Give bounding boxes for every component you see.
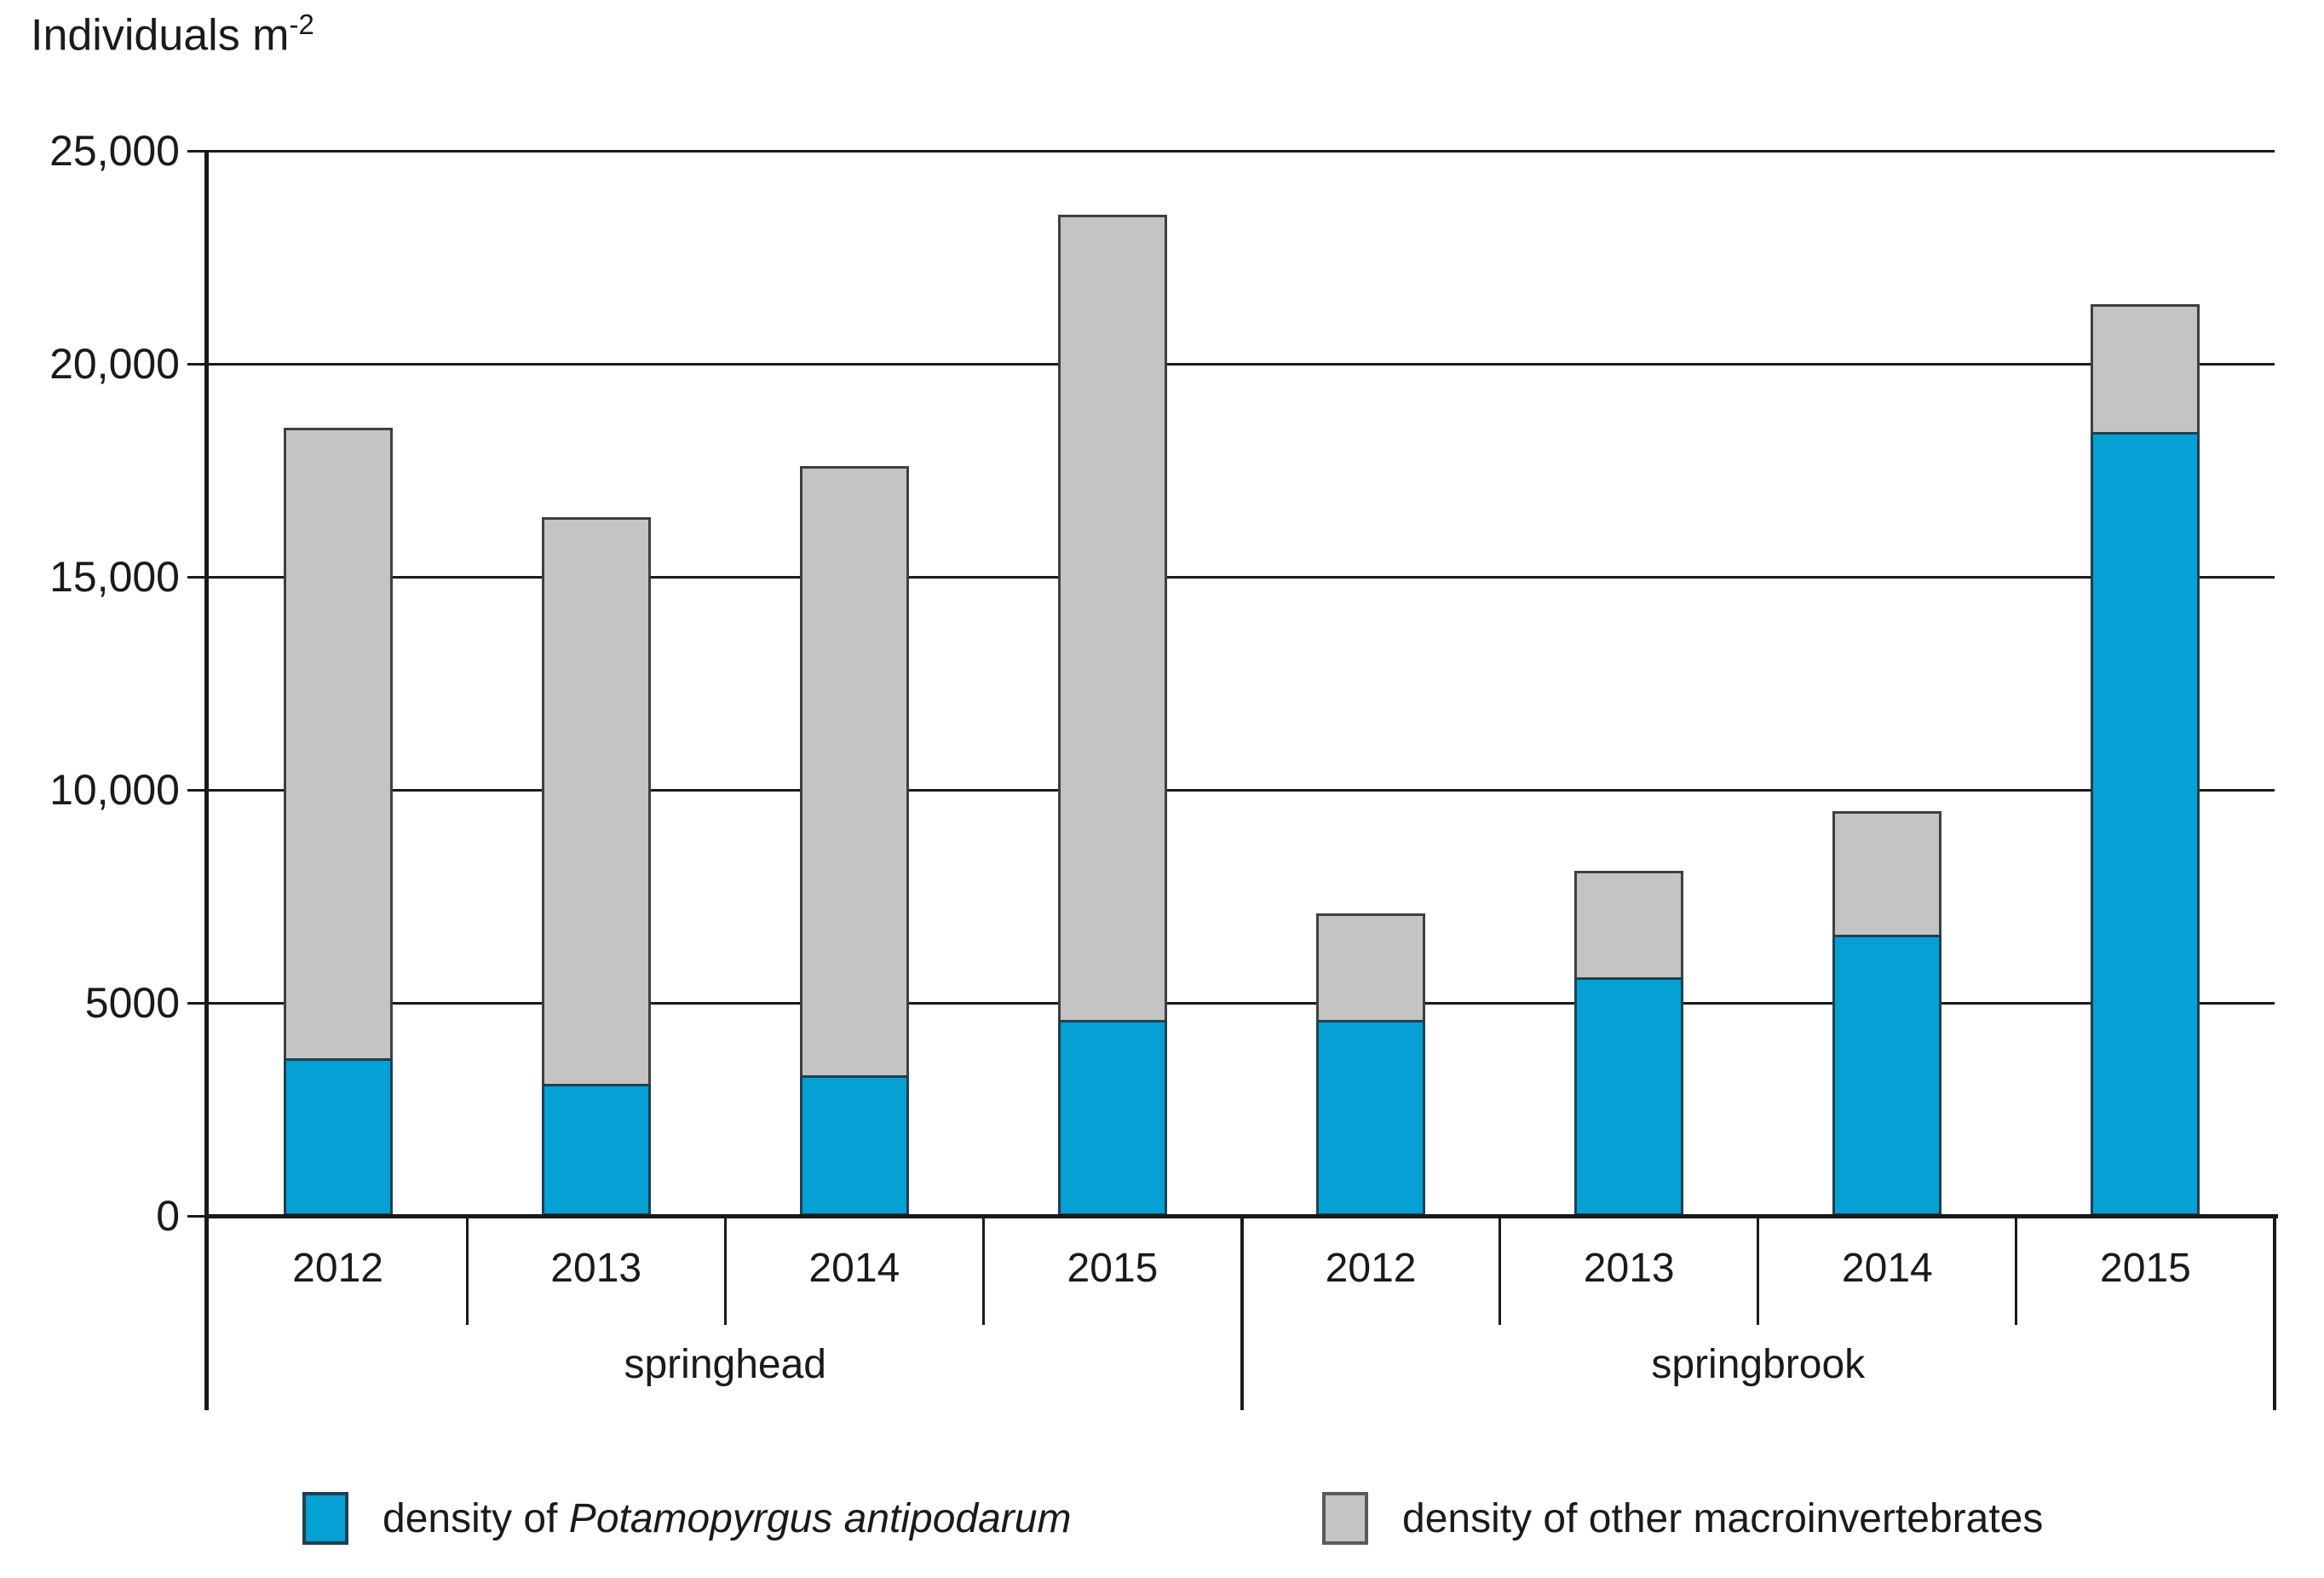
bar-segment-potamopyrgus-springhead-2015 bbox=[1057, 1020, 1167, 1216]
bar-segment-other-springbrook-2012 bbox=[1316, 913, 1426, 1020]
y-tick-label: 0 bbox=[156, 1192, 180, 1240]
group-boundary-right bbox=[2273, 1216, 2276, 1410]
x-tick-label-springhead-2013: 2013 bbox=[550, 1246, 642, 1291]
bar-segment-potamopyrgus-springhead-2013 bbox=[541, 1084, 651, 1216]
y-tick-label: 15,000 bbox=[49, 553, 180, 601]
y-axis-tick-10000 bbox=[187, 788, 209, 792]
year-tick-separator bbox=[465, 1216, 469, 1325]
y-tick-label: 5000 bbox=[84, 979, 180, 1027]
y-axis-tick-5000 bbox=[187, 1001, 209, 1005]
y-axis-title-text: Individuals m bbox=[31, 10, 290, 60]
legend-label-species: Potamopyrgus antipodarum bbox=[568, 1495, 1072, 1541]
gridline-10000 bbox=[209, 788, 2275, 792]
x-tick-label-springbrook-2015: 2015 bbox=[2100, 1246, 2191, 1291]
gridline-5000 bbox=[209, 1001, 2275, 1005]
bar-segment-other-springhead-2012 bbox=[283, 428, 393, 1058]
group-label-springhead: springhead bbox=[624, 1342, 826, 1387]
legend-label-potamopyrgus: density of Potamopyrgus antipodarum bbox=[383, 1495, 1071, 1542]
bar-segment-other-springbrook-2014 bbox=[1832, 811, 1942, 935]
year-tick-separator bbox=[2015, 1216, 2018, 1325]
y-axis-tick-20000 bbox=[187, 362, 209, 366]
y-tick-label: 10,000 bbox=[49, 766, 180, 814]
bar-segment-potamopyrgus-springbrook-2015 bbox=[2091, 432, 2200, 1216]
gridline-20000 bbox=[209, 362, 2275, 366]
y-axis-tick-25000 bbox=[187, 149, 209, 153]
x-tick-label-springhead-2015: 2015 bbox=[1067, 1246, 1159, 1291]
year-tick-separator bbox=[981, 1216, 985, 1325]
bar-segment-potamopyrgus-springhead-2012 bbox=[283, 1058, 393, 1216]
y-axis-title-exponent: -2 bbox=[289, 9, 314, 40]
bar-segment-other-springhead-2014 bbox=[799, 466, 909, 1075]
year-tick-separator bbox=[1499, 1216, 1502, 1325]
y-axis-tick-15000 bbox=[187, 575, 209, 579]
x-tick-label-springbrook-2014: 2014 bbox=[1841, 1246, 1933, 1291]
bar-segment-other-springbrook-2015 bbox=[2091, 304, 2200, 432]
group-label-springbrook: springbrook bbox=[1651, 1342, 1866, 1387]
year-tick-separator bbox=[1757, 1216, 1760, 1325]
y-tick-label: 25,000 bbox=[49, 127, 180, 175]
y-axis-line bbox=[204, 150, 209, 1410]
gridline-25000 bbox=[209, 149, 2275, 153]
bar-segment-potamopyrgus-springbrook-2014 bbox=[1832, 935, 1942, 1216]
x-tick-label-springbrook-2012: 2012 bbox=[1325, 1246, 1417, 1291]
bar-segment-other-springbrook-2013 bbox=[1574, 871, 1684, 977]
year-tick-separator bbox=[723, 1216, 727, 1325]
group-boundary-middle bbox=[1240, 1216, 1244, 1410]
legend-swatch-blue bbox=[302, 1492, 348, 1545]
legend-item-potamopyrgus: density of Potamopyrgus antipodarum bbox=[302, 1491, 1071, 1546]
x-tick-label-springhead-2012: 2012 bbox=[292, 1246, 383, 1291]
legend-label-prefix: density of bbox=[383, 1495, 569, 1541]
bar-segment-other-springhead-2013 bbox=[541, 517, 651, 1084]
y-axis-title: Individuals m-2 bbox=[31, 9, 314, 60]
bar-segment-potamopyrgus-springhead-2014 bbox=[799, 1075, 909, 1216]
y-tick-label: 20,000 bbox=[49, 340, 180, 388]
legend-swatch-gray bbox=[1322, 1492, 1368, 1545]
bar-segment-potamopyrgus-springbrook-2012 bbox=[1316, 1020, 1426, 1216]
y-axis-tick-0 bbox=[187, 1214, 209, 1218]
x-tick-label-springhead-2014: 2014 bbox=[808, 1246, 900, 1291]
legend-label-other: density of other macroinvertebrates bbox=[1402, 1495, 2044, 1541]
bar-segment-potamopyrgus-springbrook-2013 bbox=[1574, 977, 1684, 1216]
bar-segment-other-springhead-2015 bbox=[1057, 215, 1167, 1020]
legend-item-other-macroinvertebrates: density of other macroinvertebrates bbox=[1322, 1491, 2043, 1546]
x-tick-label-springbrook-2013: 2013 bbox=[1583, 1246, 1675, 1291]
gridline-15000 bbox=[209, 575, 2275, 579]
